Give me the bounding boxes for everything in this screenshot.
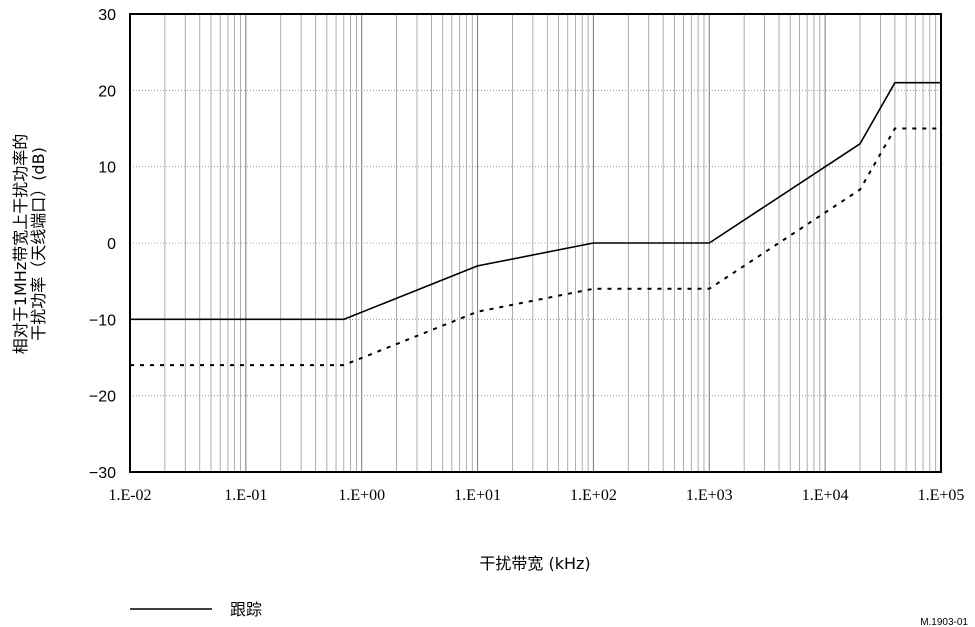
series-lines <box>130 81 941 367</box>
grid <box>130 14 941 472</box>
x-tick-label: 1.E+00 <box>338 487 385 504</box>
y-tick-label: 0 <box>107 236 116 253</box>
series-line-tracking <box>130 81 941 321</box>
x-tick-label: 1.E-02 <box>108 487 151 504</box>
x-tick-label: 1.E+04 <box>802 487 849 504</box>
series-line-acquisition <box>130 127 941 367</box>
x-tick-label: 1.E+02 <box>570 487 617 504</box>
y-tick-label: 20 <box>98 83 116 100</box>
tick-labels: 1.E-02 1.E-01 1.E+00 1.E+01 1.E+02 1.E+03 1.E+… <box>89 7 965 504</box>
x-tick-label: 1.E+03 <box>686 487 733 504</box>
y-tick-label: −20 <box>89 389 116 406</box>
plot-frame <box>129 13 942 473</box>
y-axis-label-line-1: 相对于1MHz带宽上干扰功率的 <box>11 134 30 354</box>
x-tick-label: 1.E-01 <box>224 487 267 504</box>
y-tick-label: −30 <box>89 465 116 482</box>
y-axis-label-line-2: 干扰功率（天线端口）(dB) <box>29 147 48 341</box>
x-tick-label: 1.E+05 <box>918 487 965 504</box>
y-tick-label: 30 <box>98 7 116 24</box>
figure-id: M.1903-01 <box>920 617 968 627</box>
y-tick-label: −10 <box>89 312 116 329</box>
y-axis-label: 相对于1MHz带宽上干扰功率的 干扰功率（天线端口）(dB) <box>11 134 48 354</box>
x-axis-label: 干扰带宽 (kHz) <box>479 554 590 573</box>
legend-label-tracking: 跟踪 <box>230 600 262 619</box>
x-tick-label: 1.E+01 <box>454 487 501 504</box>
legend: 跟踪 捕获 <box>130 600 262 619</box>
y-tick-label: 10 <box>98 160 116 177</box>
